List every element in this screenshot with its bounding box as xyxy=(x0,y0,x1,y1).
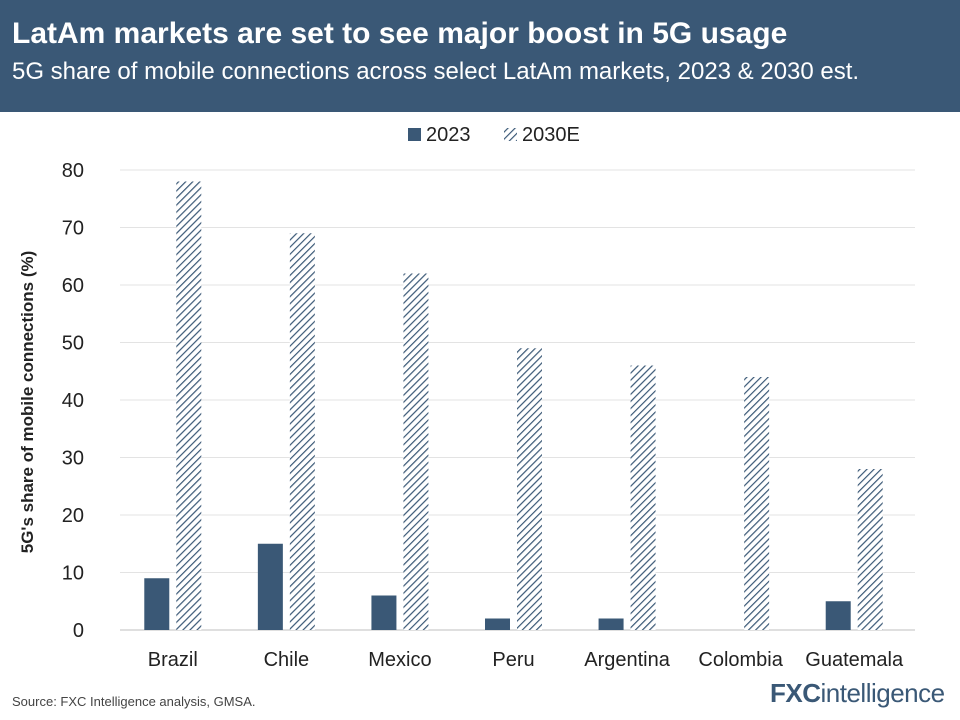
y-tick-label: 40 xyxy=(62,390,84,412)
bar-2023-chile xyxy=(257,543,283,630)
header-banner: LatAm markets are set to see major boost… xyxy=(0,0,960,112)
bar-2030E-peru xyxy=(517,348,542,630)
legend-label-2030E: 2030E xyxy=(522,124,580,146)
bar-chart: 0 10 20 30 40 50 60 70 80 5G's share of mobile co… xyxy=(18,124,915,671)
bar-2023-argentina xyxy=(598,618,624,630)
fxc-logo: FXCintelligence xyxy=(770,678,945,709)
bar-2030E-chile xyxy=(289,233,315,630)
legend-swatch-2030E xyxy=(504,128,517,141)
legend-swatch-2023 xyxy=(408,128,421,141)
x-tick-label-peru: Peru xyxy=(492,649,534,671)
bar-2023-guatemala xyxy=(825,601,851,630)
bar-2023-brazil xyxy=(144,578,170,630)
x-tick-label-colombia: Colombia xyxy=(698,649,783,671)
y-axis-label: 5G's share of mobile connections (%) xyxy=(18,251,37,554)
legend-label-2023: 2023 xyxy=(426,124,471,146)
y-tick-label: 50 xyxy=(62,333,84,355)
bar-2030E-colombia xyxy=(744,377,770,630)
y-tick-label: 80 xyxy=(62,160,84,182)
x-tick-label-chile: Chile xyxy=(264,649,310,671)
y-tick-label: 0 xyxy=(73,620,84,642)
bar-2030E-argentina xyxy=(630,365,656,630)
bar-2030E-mexico xyxy=(403,273,429,630)
y-tick-label: 70 xyxy=(62,218,84,240)
y-tick-label: 20 xyxy=(62,505,84,527)
bar-2023-peru xyxy=(485,618,510,630)
chart-subtitle: 5G share of mobile connections across se… xyxy=(12,58,860,85)
chart-title: LatAm markets are set to see major boost… xyxy=(12,17,788,50)
y-tick-label: 30 xyxy=(62,448,84,470)
y-tick-label: 60 xyxy=(62,275,84,297)
x-tick-label-argentina: Argentina xyxy=(584,649,670,671)
x-tick-label-mexico: Mexico xyxy=(368,649,431,671)
bar-2030E-guatemala xyxy=(857,469,883,630)
logo-part-1: FXC xyxy=(770,678,821,708)
source-note: Source: FXC Intelligence analysis, GMSA. xyxy=(12,694,256,709)
x-tick-label-guatemala: Guatemala xyxy=(805,649,904,671)
x-tick-label-brazil: Brazil xyxy=(148,649,198,671)
bar-2023-mexico xyxy=(371,595,397,630)
logo-part-2: intelligence xyxy=(820,678,946,708)
y-tick-label: 10 xyxy=(62,563,84,585)
bar-2030E-brazil xyxy=(176,181,202,630)
